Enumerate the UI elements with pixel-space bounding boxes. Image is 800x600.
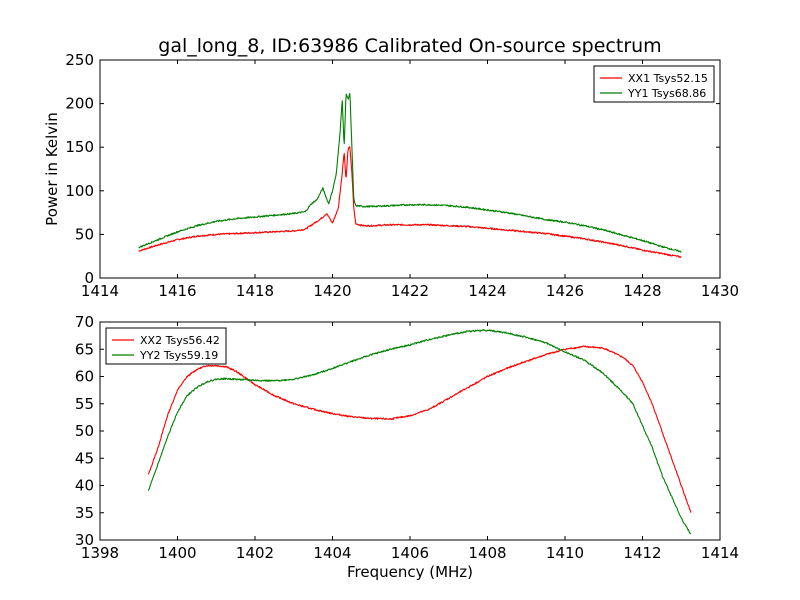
x-tick-label: 1400 <box>158 544 196 562</box>
bottom-panel: 1398 1400 1402 1404 1406 1408 1410 1412 1414 30 35… <box>75 313 739 581</box>
x-tick-label: 1414 <box>701 544 739 562</box>
x-tick-label: 1410 <box>546 544 584 562</box>
y-tick-label: 0 <box>84 269 94 287</box>
y-tick-label: 50 <box>75 422 94 440</box>
x-tick-label: 1414 <box>81 282 119 300</box>
y-tick-label: 40 <box>75 477 94 495</box>
x-tick-label: 1430 <box>701 282 739 300</box>
y-tick-label: 30 <box>75 531 94 549</box>
x-axis-label: Frequency (MHz) <box>347 563 473 581</box>
series-line-1 <box>138 146 682 259</box>
x-tick-label: 1428 <box>623 282 661 300</box>
legend-box <box>105 327 227 365</box>
y-tick-label: 250 <box>65 51 94 69</box>
y-tick-label: 55 <box>75 395 94 413</box>
y-tick-label: 70 <box>75 313 94 331</box>
x-tick-label: 1420 <box>313 282 351 300</box>
y-tick-label: 50 <box>75 225 94 243</box>
y-tick-label: 60 <box>75 368 94 386</box>
legend-label: YY1 Tsys68.86 <box>627 87 706 100</box>
y-tick-label: 45 <box>75 449 94 467</box>
y-tick-label: 150 <box>65 138 94 156</box>
x-tick-label: 1418 <box>236 282 274 300</box>
legend-label: XX2 Tsys56.42 <box>140 334 220 347</box>
x-tick-label: 1402 <box>236 544 274 562</box>
legend-label: YY2 Tsys59.19 <box>139 349 218 362</box>
x-tick-label: 1408 <box>468 544 506 562</box>
x-tick-label: 1416 <box>158 282 196 300</box>
x-tick-label: 1422 <box>391 282 429 300</box>
legend-box <box>593 65 715 103</box>
y-tick-label: 200 <box>65 95 94 113</box>
x-tick-label: 1406 <box>391 544 429 562</box>
y-axis-label: Power in Kelvin <box>43 112 61 226</box>
x-tick-label: 1426 <box>546 282 584 300</box>
x-tick-label: 1412 <box>623 544 661 562</box>
series-line-2 <box>138 92 682 253</box>
legend: XX1 Tsys52.15 YY1 Tsys68.86 <box>593 65 715 103</box>
y-tick-label: 35 <box>75 504 94 522</box>
x-tick-label: 1424 <box>468 282 506 300</box>
x-tick-label: 1398 <box>81 544 119 562</box>
series-line-1 <box>147 345 692 513</box>
y-tick-label: 100 <box>65 182 94 200</box>
top-panel: 1414 1416 1418 1420 1422 1424 1426 1428 1430 0 50 1… <box>43 51 739 300</box>
legend-label: XX1 Tsys52.15 <box>628 72 708 85</box>
figure-title: gal_long_8, ID:63986 Calibrated On-sourc… <box>158 35 661 57</box>
series-line-2 <box>147 329 692 535</box>
x-tick-label: 1404 <box>313 544 351 562</box>
legend: XX2 Tsys56.42 YY2 Tsys59.19 <box>105 327 227 365</box>
y-tick-label: 65 <box>75 340 94 358</box>
